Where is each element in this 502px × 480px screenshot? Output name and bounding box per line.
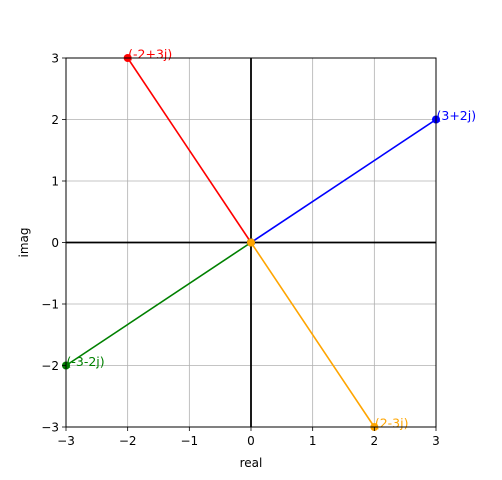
vector-label: (2-3j) (375, 416, 409, 431)
x-tick-label: 0 (247, 434, 255, 448)
x-tick-label: −2 (119, 434, 137, 448)
x-tick-label: −1 (180, 434, 198, 448)
vector-line (250, 242, 375, 428)
y-tick-label: −2 (41, 359, 59, 373)
x-tick-label: 1 (309, 434, 317, 448)
y-axis-label: imag (17, 228, 31, 258)
ticks: −3 −2 −1 0 1 2 3 −3 −2 −1 0 1 2 3 (41, 52, 440, 449)
vector-line (127, 57, 252, 243)
vector-line (65, 241, 252, 367)
y-tick-label: 2 (51, 113, 59, 127)
y-tick-label: −3 (41, 421, 59, 435)
y-tick-label: −1 (41, 298, 59, 312)
vectors: (3+2j) (-2+3j) (-3-2j) (2-3j) (62, 47, 477, 431)
vector-line (250, 118, 437, 244)
y-tick-label: 3 (51, 52, 59, 66)
y-tick-label: 1 (51, 175, 59, 189)
vector-label: (-2+3j) (128, 47, 172, 62)
x-tick-label: −3 (57, 434, 75, 448)
vector-label: (-3-2j) (67, 354, 105, 369)
y-tick-label: 0 (51, 236, 59, 250)
vector-origin-point (247, 238, 255, 247)
vector-label: (3+2j) (437, 108, 477, 123)
x-tick-label: 2 (371, 434, 379, 448)
x-axis-label: real (240, 456, 263, 470)
x-tick-label: 3 (432, 434, 440, 448)
